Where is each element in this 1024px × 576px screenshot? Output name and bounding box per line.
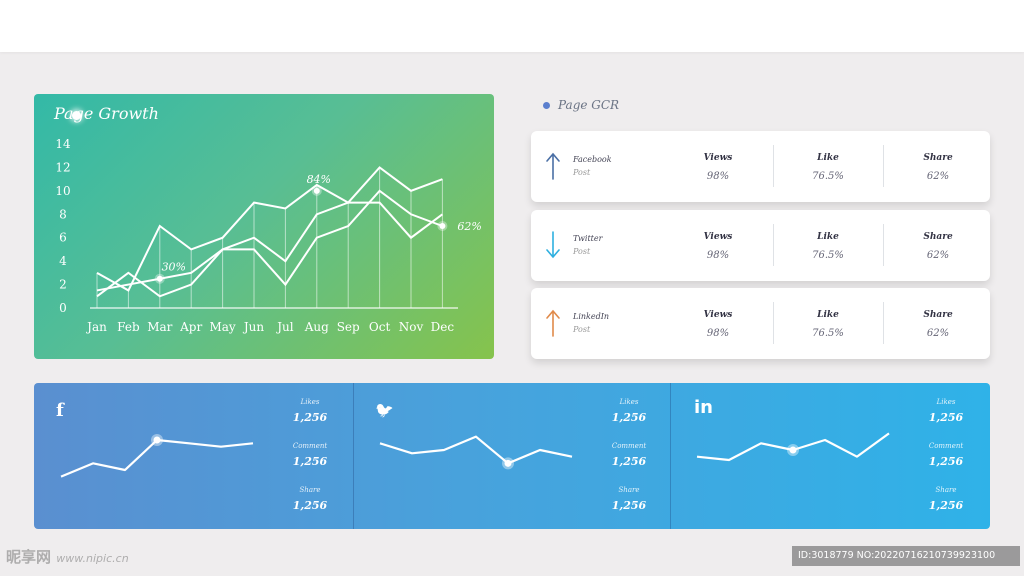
gcr-stat-value: 98% [706, 250, 730, 261]
gcr-stat-share: Share 62% [883, 288, 993, 359]
gcr-stat-value: 62% [926, 328, 950, 339]
social-stat-value: 1,256 [928, 499, 964, 512]
top-bar [0, 0, 1024, 52]
social-stat-label: Likes [300, 398, 320, 406]
social-stat-label: Likes [936, 398, 956, 406]
gcr-stat-label: Share [923, 310, 953, 320]
social-stat-value: 1,256 [292, 455, 328, 468]
social-stat-label: Share [935, 486, 957, 494]
gcr-stat-value: 62% [926, 250, 950, 261]
gcr-stat-label: Like [817, 232, 839, 242]
gcr-stat-label: Views [703, 153, 733, 163]
gcr-divider [883, 145, 884, 187]
gcr-stat-label: Views [703, 310, 733, 320]
social-stat-value: 1,256 [611, 455, 647, 468]
gcr-post-label: Post [573, 247, 591, 256]
gcr-stat-label: Like [817, 310, 839, 320]
gcr-stat-label: Views [703, 232, 733, 242]
twitter-icon[interactable]: 🐦 [375, 401, 394, 419]
page-growth-title: Page Growth [54, 104, 159, 123]
gcr-card-linkedin[interactable]: LinkedIn Post Views 98% Like 76.5% Share 62% [531, 288, 990, 359]
arrow-up-icon [546, 152, 560, 180]
gcr-stat-value: 98% [706, 328, 730, 339]
social-stat-value: 1,256 [292, 499, 328, 512]
gcr-divider [773, 302, 774, 344]
gcr-stat-views: Views 98% [663, 210, 773, 281]
social-stat-label: Comment [611, 442, 647, 450]
social-stat-label: Likes [619, 398, 639, 406]
page-gcr-title: Page GCR [558, 98, 620, 112]
gcr-stat-share: Share 62% [883, 210, 993, 281]
social-stat-value: 1,256 [611, 411, 647, 424]
gcr-stat-like: Like 76.5% [773, 288, 883, 359]
gcr-stat-value: 76.5% [812, 250, 844, 261]
linkedin-icon[interactable]: in [694, 397, 713, 418]
social-stat-label: Share [299, 486, 321, 494]
gcr-stat-views: Views 98% [663, 131, 773, 202]
gcr-divider [773, 224, 774, 266]
social-stat-label: Comment [928, 442, 964, 450]
gcr-divider [883, 302, 884, 344]
social-stats-strip [34, 383, 990, 529]
arrow-down-icon [546, 231, 560, 259]
social-stat-label: Share [618, 486, 640, 494]
title-dot-icon [72, 111, 81, 120]
watermark-right: ID:3018779 NO:20220716210739923100 [792, 546, 1020, 566]
gcr-divider [773, 145, 774, 187]
gcr-stat-label: Share [923, 232, 953, 242]
gcr-dot-icon [543, 102, 550, 109]
gcr-divider [883, 224, 884, 266]
gcr-network-name: LinkedIn [573, 312, 610, 321]
gcr-stat-label: Like [817, 153, 839, 163]
page-growth-card [34, 94, 494, 359]
social-stat-value: 1,256 [292, 411, 328, 424]
gcr-card-twitter[interactable]: Twitter Post Views 98% Like 76.5% Share 62% [531, 210, 990, 281]
gcr-stat-value: 98% [706, 171, 730, 182]
gcr-stat-value: 76.5% [812, 328, 844, 339]
social-stat-value: 1,256 [928, 455, 964, 468]
arrow-up-icon [546, 309, 560, 337]
gcr-stat-like: Like 76.5% [773, 131, 883, 202]
strip-divider [670, 383, 671, 529]
gcr-post-label: Post [573, 325, 591, 334]
gcr-stat-label: Share [923, 153, 953, 163]
social-stat-label: Comment [292, 442, 328, 450]
gcr-stat-share: Share 62% [883, 131, 993, 202]
social-stat-value: 1,256 [611, 499, 647, 512]
gcr-stat-value: 76.5% [812, 171, 844, 182]
strip-divider [353, 383, 354, 529]
gcr-post-label: Post [573, 168, 591, 177]
watermark-left: 昵享网 www.nipic.cn [6, 548, 129, 566]
gcr-stat-value: 62% [926, 171, 950, 182]
gcr-network-name: Facebook [573, 155, 612, 164]
facebook-icon[interactable]: f [56, 400, 64, 421]
social-stat-value: 1,256 [928, 411, 964, 424]
gcr-network-name: Twitter [573, 234, 603, 243]
gcr-stat-like: Like 76.5% [773, 210, 883, 281]
gcr-stat-views: Views 98% [663, 288, 773, 359]
gcr-card-facebook[interactable]: Facebook Post Views 98% Like 76.5% Share 62% [531, 131, 990, 202]
